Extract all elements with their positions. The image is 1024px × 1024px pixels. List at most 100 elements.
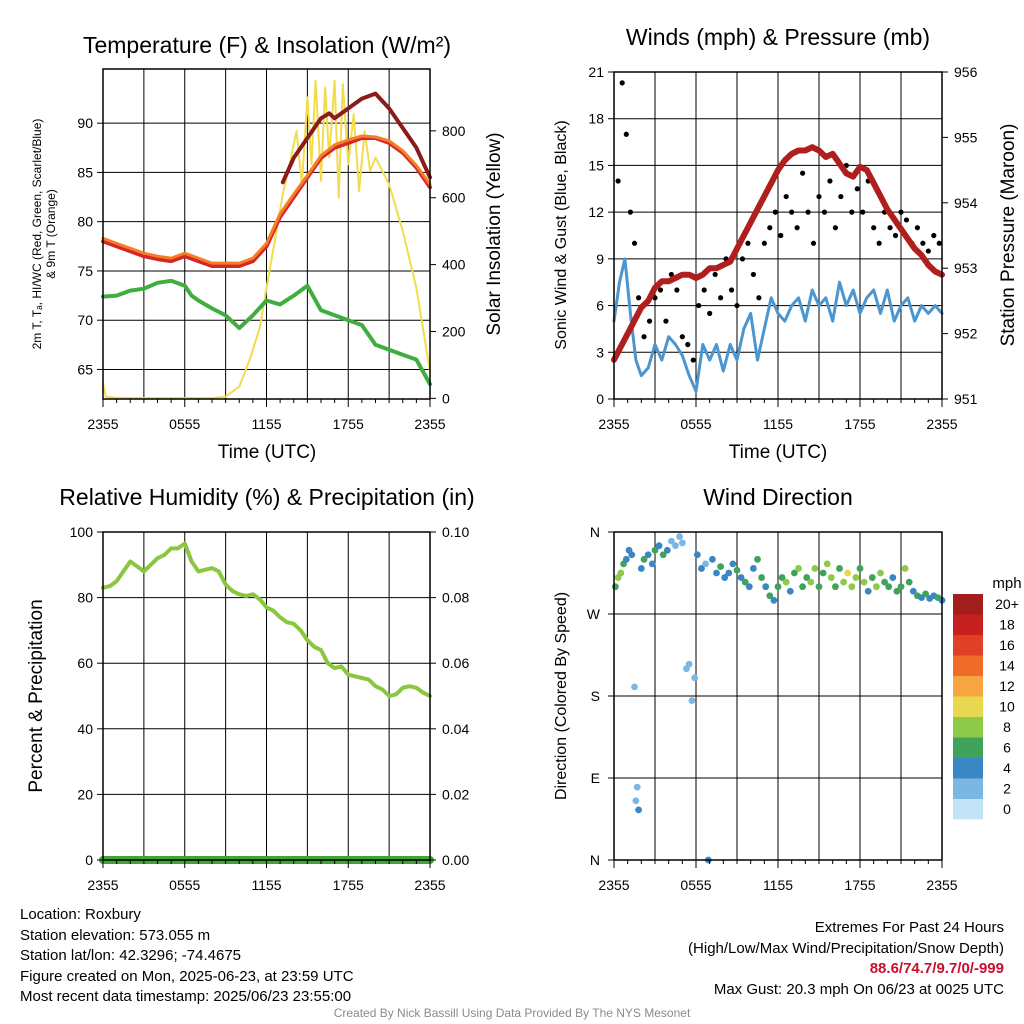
temp-y-tick-label: 85	[77, 164, 93, 180]
direction-point	[864, 587, 872, 595]
wind-point	[767, 225, 773, 231]
rh-x-ticks: 2355 0555 1155 1755 2355	[87, 860, 446, 893]
wind-point	[685, 341, 691, 348]
wind-y-tick-label: 9	[596, 251, 604, 267]
wind-y2-tick-label: 955	[954, 129, 978, 145]
wind-point	[745, 240, 751, 246]
wind-point	[936, 240, 942, 246]
rh-y-ticks-left: 0 20 40 60 80 100	[70, 524, 103, 868]
direction-point	[737, 574, 745, 581]
wind-point	[756, 295, 762, 301]
wind-point	[860, 209, 866, 215]
wind-point	[641, 334, 647, 340]
wind-y-tick-label: 18	[588, 111, 604, 127]
rh-series-line	[101, 541, 432, 698]
direction-point	[622, 555, 630, 563]
wind-point	[838, 193, 844, 200]
rh-y2-tick-label: 0.10	[442, 524, 469, 540]
direction-point	[725, 569, 733, 577]
legend-swatch	[953, 696, 983, 717]
wind-point	[827, 178, 833, 184]
wind-point	[623, 131, 629, 137]
wind-y2-tick-label: 953	[954, 260, 978, 276]
direction-point	[852, 574, 860, 581]
dir-ylabel-left: Direction (Colored By Speed)	[553, 592, 570, 800]
direction-point	[632, 797, 640, 805]
wind-x-tick-label: 1155	[763, 416, 793, 432]
dir-y-tick-label: N	[590, 524, 600, 540]
temp-ylabel-right: Solar Insolation (Yellow)	[484, 132, 505, 335]
direction-point	[631, 683, 638, 691]
station-latlon: Station lat/lon: 42.3296; -74.4675	[20, 947, 242, 964]
direction-point	[844, 569, 852, 577]
direction-point	[782, 578, 790, 586]
wind-point	[821, 209, 828, 215]
temp-series-line	[101, 134, 432, 265]
direction-point	[897, 583, 905, 591]
wind-point	[739, 256, 746, 262]
wind-point	[696, 302, 702, 309]
legend-swatch	[953, 717, 983, 738]
wind-point	[615, 178, 621, 184]
wind-y-tick-label: 21	[588, 64, 604, 80]
station-info: Location: Roxbury Station elevation: 573…	[20, 905, 354, 1008]
wind-point	[920, 240, 926, 246]
direction-point	[799, 583, 806, 591]
direction-point	[803, 574, 811, 581]
wind-point	[690, 357, 696, 363]
rh-y-tick-label: 100	[70, 524, 94, 540]
wind-x-tick-label: 1755	[844, 416, 875, 432]
direction-point	[729, 560, 737, 568]
temp-grid	[102, 69, 431, 399]
direction-point	[659, 551, 667, 559]
rh-y-ticks-right: 0.00 0.02 0.04 0.06 0.08 0.10	[430, 524, 469, 868]
direction-point	[836, 565, 843, 572]
temp-series-line	[280, 91, 432, 185]
direction-point	[770, 596, 778, 604]
direction-point	[709, 555, 716, 563]
recent-timestamp: Most recent data timestamp: 2025/06/23 2…	[20, 988, 352, 1005]
wind-point	[750, 271, 757, 278]
figure-created: Figure created on Mon, 2025-06-23, at 23…	[20, 967, 354, 985]
legend-label: 16	[999, 637, 1015, 653]
rh-y-tick-label: 0	[85, 852, 93, 868]
rh-title: Relative Humidity (%) & Precipitation (i…	[59, 484, 474, 510]
wind-x-ticks: 2355 0555 1155 1755 2355	[598, 399, 958, 432]
wind-y-tick-label: 0	[596, 391, 604, 407]
legend-swatch	[953, 635, 983, 656]
legend-title: mph	[992, 575, 1021, 592]
direction-point	[628, 551, 636, 559]
rh-y2-tick-label: 0.04	[442, 721, 469, 737]
direction-point	[791, 569, 798, 577]
temp-x-tick-label: 1155	[251, 416, 281, 432]
direction-point	[823, 560, 831, 568]
wind-point	[718, 295, 724, 301]
temp-y2-tick-label: 0	[442, 390, 450, 406]
temp-y2-tick-label: 200	[442, 323, 466, 339]
wind-y2-tick-label: 956	[954, 64, 978, 80]
legend-label: 6	[1003, 740, 1011, 756]
wind-point	[761, 240, 767, 246]
direction-point	[721, 574, 729, 581]
wind-series-line	[611, 144, 945, 363]
direction-point	[676, 533, 683, 540]
temp-x-ticks: 2355 0555 1155 1755 2355	[87, 399, 446, 432]
wind-series	[611, 80, 945, 393]
direction-point	[678, 539, 686, 547]
direction-point	[905, 578, 913, 586]
rh-y2-tick-label: 0.00	[442, 852, 469, 868]
extremes-subtitle: (High/Low/Max Wind/Precipitation/Snow De…	[688, 939, 1004, 957]
direction-point	[848, 583, 856, 591]
wind-point	[854, 186, 860, 192]
wind-point	[816, 193, 822, 200]
wind-y-tick-label: 12	[588, 204, 604, 220]
dir-series	[611, 533, 946, 864]
direction-point	[635, 806, 642, 814]
direction-point	[893, 587, 901, 595]
temp-y-tick-label: 90	[77, 115, 93, 131]
legend-swatch	[953, 799, 983, 820]
dir-x-tick-label: 0555	[680, 877, 711, 893]
rh-y-tick-label: 40	[77, 721, 93, 737]
direction-point	[644, 551, 652, 559]
legend-label: 0	[1003, 801, 1011, 817]
